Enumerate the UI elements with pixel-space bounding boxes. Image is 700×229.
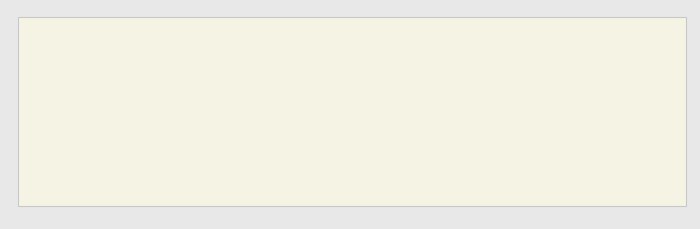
- Text: specified cations with the following anions:: specified cations with the following ani…: [38, 101, 448, 119]
- Text: $\mathregular{NO_2^{\ -}}$,: $\mathregular{NO_2^{\ -}}$,: [512, 95, 587, 124]
- Text: Write the formulas of the compounds formed by: Write the formulas of the compounds form…: [38, 50, 491, 69]
- Text: $\mathregular{SiO_3^{2-}}$, $\mathregular{HSO_4^{\ -}}$, $\mathregular{PO_4^{3-}: $\mathregular{SiO_3^{2-}}$, $\mathregula…: [38, 150, 313, 184]
